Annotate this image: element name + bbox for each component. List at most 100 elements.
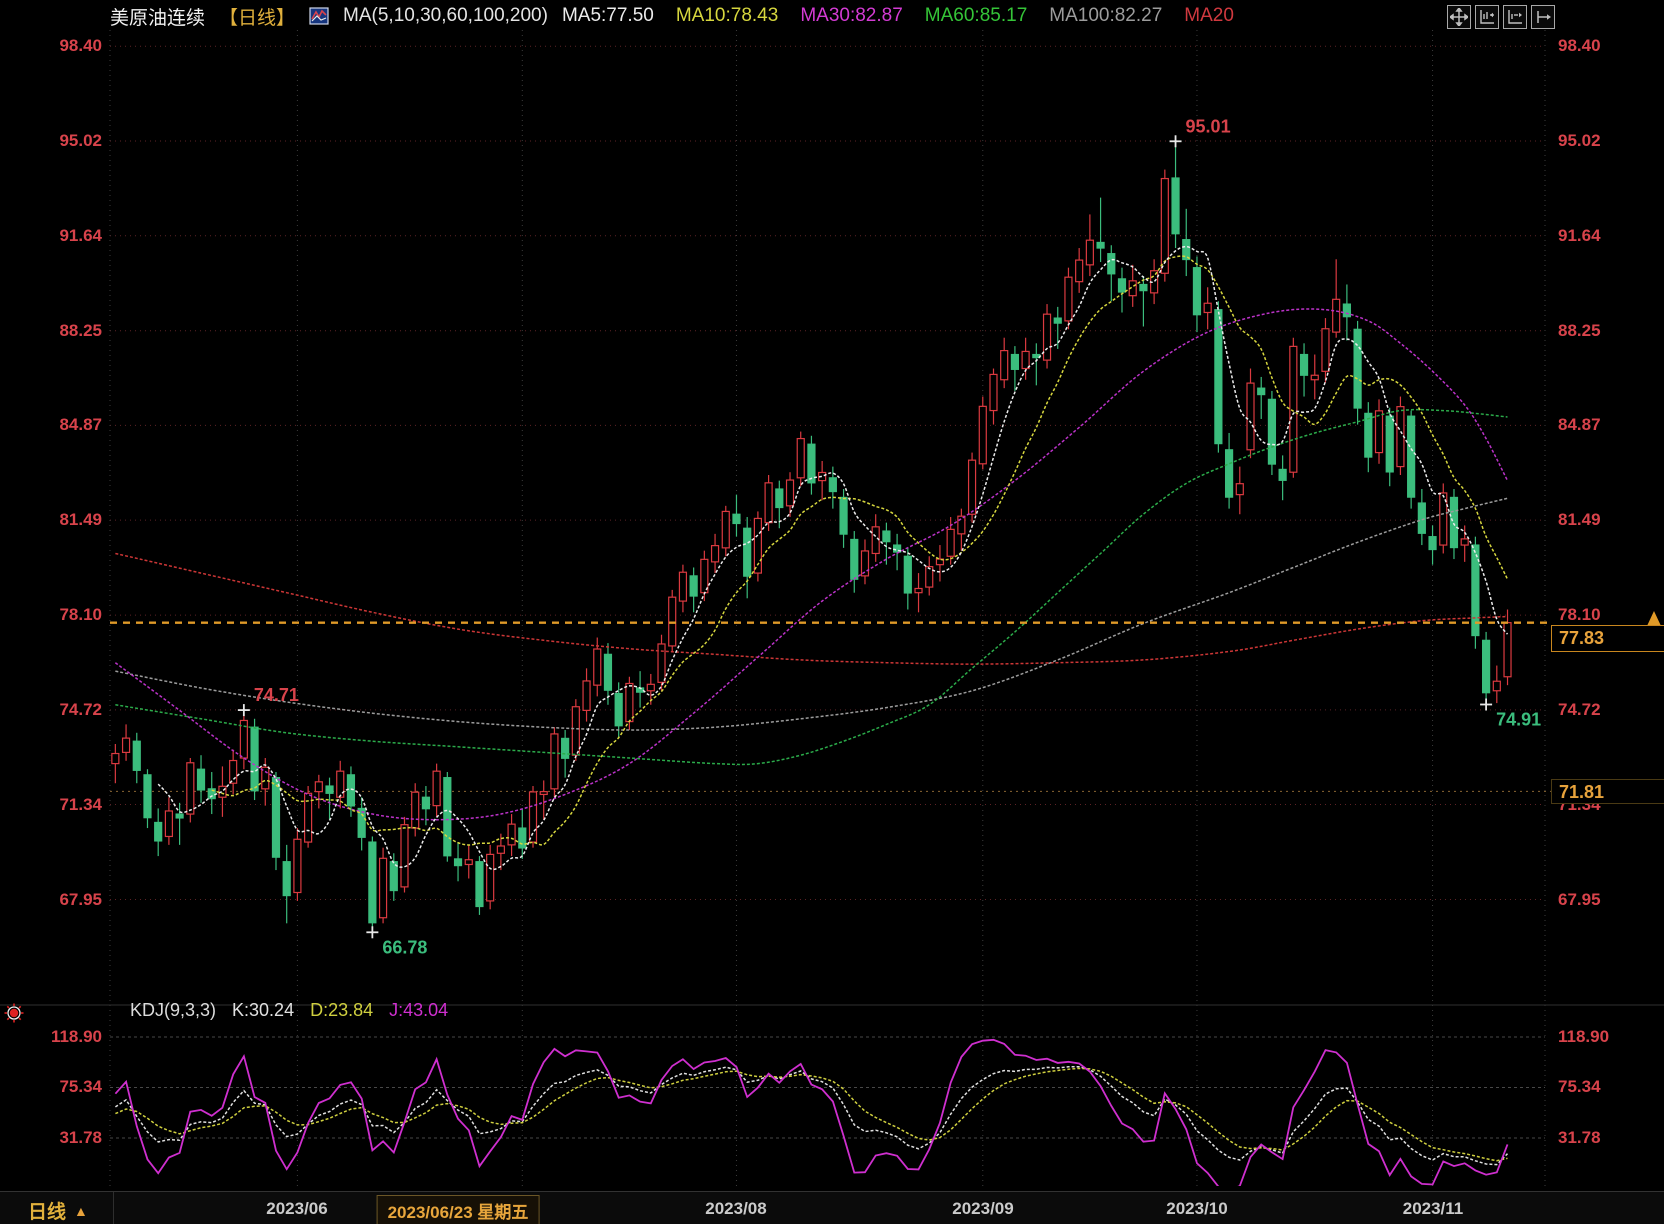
candle[interactable]: [1428, 525, 1437, 565]
candle[interactable]: [196, 755, 206, 803]
candle[interactable]: [186, 758, 195, 823]
candle[interactable]: [1117, 267, 1127, 313]
candle[interactable]: [818, 460, 827, 501]
candle[interactable]: [828, 466, 837, 509]
candle[interactable]: [1385, 407, 1394, 487]
candle[interactable]: [1321, 318, 1330, 383]
period-selector[interactable]: 日线 ▲: [28, 1197, 88, 1224]
period-tag[interactable]: 【日线】: [219, 7, 296, 29]
candle[interactable]: [378, 847, 388, 924]
candle[interactable]: [1224, 432, 1234, 509]
candle[interactable]: [421, 786, 431, 826]
candle[interactable]: [443, 772, 452, 862]
candle[interactable]: [164, 797, 173, 845]
candle[interactable]: [314, 774, 323, 809]
candle[interactable]: [132, 732, 141, 784]
candle[interactable]: [271, 772, 281, 871]
candle[interactable]: [207, 772, 216, 815]
candle[interactable]: [1353, 320, 1362, 425]
candle[interactable]: [785, 472, 795, 518]
candle[interactable]: [1503, 609, 1512, 686]
candle[interactable]: [357, 797, 366, 851]
candle[interactable]: [775, 480, 784, 529]
candle[interactable]: [1267, 390, 1277, 476]
candle[interactable]: [1471, 536, 1480, 649]
candle[interactable]: [250, 718, 259, 801]
candle[interactable]: [453, 842, 463, 882]
candle[interactable]: [175, 802, 184, 845]
candle[interactable]: [935, 545, 945, 582]
candle[interactable]: [325, 777, 334, 820]
candle[interactable]: [1203, 287, 1212, 330]
expand-chart-icon[interactable]: [1503, 5, 1527, 29]
candle[interactable]: [1096, 197, 1105, 263]
candle[interactable]: [1278, 455, 1287, 501]
latest-price-arrow-icon[interactable]: [1647, 611, 1661, 626]
candle[interactable]: [1460, 525, 1469, 562]
candle[interactable]: [721, 505, 730, 557]
candle[interactable]: [1139, 276, 1148, 327]
candle[interactable]: [710, 533, 720, 574]
candle[interactable]: [464, 844, 473, 879]
candle[interactable]: [218, 766, 227, 817]
candle[interactable]: [989, 368, 998, 425]
alert-level-box[interactable]: 71.81: [1551, 779, 1664, 804]
candle[interactable]: [486, 844, 495, 910]
candle[interactable]: [550, 727, 559, 798]
candle[interactable]: [1192, 256, 1202, 333]
candle[interactable]: [121, 724, 131, 761]
candle[interactable]: [293, 828, 302, 901]
candle[interactable]: [111, 743, 120, 784]
candle[interactable]: [925, 556, 934, 596]
candle[interactable]: [1257, 376, 1266, 419]
candle[interactable]: [1128, 264, 1137, 307]
candle[interactable]: [882, 522, 891, 565]
candle[interactable]: [593, 637, 602, 697]
candle[interactable]: [400, 816, 409, 893]
candle[interactable]: [518, 808, 527, 859]
candle[interactable]: [336, 760, 345, 809]
candle[interactable]: [1150, 259, 1159, 305]
candle[interactable]: [893, 533, 902, 571]
candle[interactable]: [796, 431, 805, 487]
candle[interactable]: [143, 769, 152, 829]
candle[interactable]: [1246, 368, 1255, 459]
candle[interactable]: [389, 853, 398, 901]
candle[interactable]: [850, 531, 859, 593]
candle[interactable]: [1439, 483, 1448, 554]
candle[interactable]: [282, 844, 291, 924]
candle[interactable]: [603, 643, 613, 705]
candle[interactable]: [1364, 402, 1373, 473]
alarm-indicator-icon[interactable]: [3, 1002, 25, 1024]
candle[interactable]: [1396, 396, 1405, 476]
candle[interactable]: [1310, 354, 1319, 400]
candle[interactable]: [1417, 489, 1426, 546]
candle[interactable]: [1374, 399, 1384, 464]
move-crosshair-icon[interactable]: [1447, 5, 1471, 29]
candle[interactable]: [957, 508, 966, 551]
candle[interactable]: [678, 564, 688, 613]
candle[interactable]: [346, 766, 356, 817]
candle[interactable]: [1053, 306, 1062, 349]
candle[interactable]: [978, 396, 987, 470]
candle[interactable]: [539, 780, 548, 820]
candle[interactable]: [614, 682, 623, 739]
candle[interactable]: [1332, 259, 1341, 338]
candle[interactable]: [1182, 208, 1191, 277]
candle[interactable]: [432, 763, 441, 817]
candle[interactable]: [635, 671, 645, 708]
candle[interactable]: [753, 511, 762, 582]
candle[interactable]: [304, 786, 313, 848]
candle[interactable]: [475, 856, 484, 915]
candle[interactable]: [807, 435, 816, 495]
candle[interactable]: [764, 475, 773, 532]
candle[interactable]: [1235, 466, 1244, 515]
chart-type-icon[interactable]: [309, 6, 329, 26]
candle[interactable]: [528, 786, 538, 848]
candle[interactable]: [914, 573, 923, 613]
candle[interactable]: [1010, 346, 1020, 391]
candle[interactable]: [496, 833, 505, 871]
candle[interactable]: [1064, 267, 1073, 330]
candle[interactable]: [657, 634, 666, 691]
candle[interactable]: [368, 836, 377, 933]
